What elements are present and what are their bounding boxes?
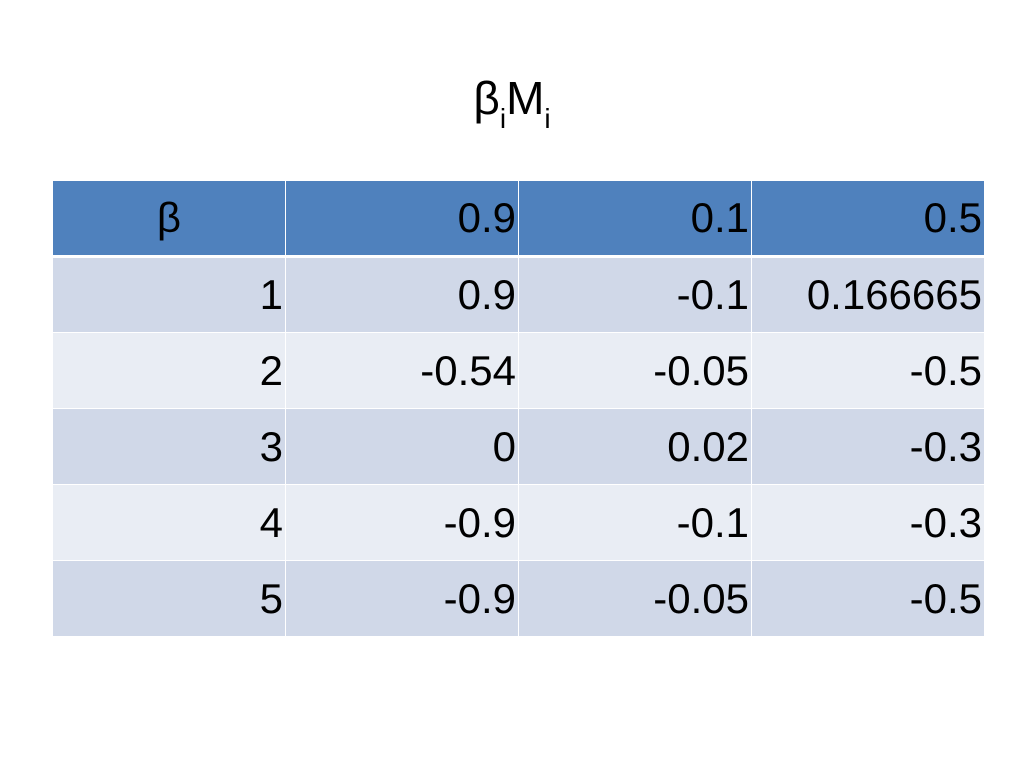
table-cell: -0.05 (518, 332, 752, 409)
table-cell: -0.54 (285, 332, 519, 409)
table-cell: -0.1 (518, 484, 752, 561)
table-cell: 1 (52, 256, 286, 333)
title-beta: β (473, 72, 500, 124)
table-cell: 2 (52, 332, 286, 409)
table-cell: 5 (52, 560, 286, 637)
title-m: M (506, 72, 545, 124)
table-cell: -0.9 (285, 560, 519, 637)
table-row: 1 0.9 -0.1 0.166665 (52, 256, 985, 333)
table-cell: 0 (285, 408, 519, 485)
table-cell: 0.166665 (751, 256, 985, 333)
table-cell: 0.02 (518, 408, 752, 485)
table-row: 2 -0.54 -0.05 -0.5 (52, 332, 985, 409)
header-cell: 0.1 (518, 180, 752, 258)
table-row: 3 0 0.02 -0.3 (52, 408, 985, 485)
header-cell: 0.5 (751, 180, 985, 258)
table-cell: 0.9 (285, 256, 519, 333)
title-m-subscript: i (544, 103, 551, 134)
slide-title: βiMi (0, 68, 1024, 135)
header-cell: 0.9 (285, 180, 519, 258)
title-beta-subscript: i (499, 103, 507, 134)
table-cell: 3 (52, 408, 286, 485)
data-table: β 0.9 0.1 0.5 1 0.9 -0.1 0.166665 2 -0.5… (52, 180, 985, 637)
table-cell: -0.9 (285, 484, 519, 561)
table-row: 4 -0.9 -0.1 -0.3 (52, 484, 985, 561)
table-cell: -0.5 (751, 560, 985, 637)
header-cell: β (52, 180, 286, 258)
table-cell: -0.3 (751, 408, 985, 485)
data-table-container: β 0.9 0.1 0.5 1 0.9 -0.1 0.166665 2 -0.5… (52, 180, 985, 637)
table-cell: -0.05 (518, 560, 752, 637)
table-header-row: β 0.9 0.1 0.5 (52, 180, 985, 258)
table-cell: 4 (52, 484, 286, 561)
table-cell: -0.3 (751, 484, 985, 561)
table-cell: -0.1 (518, 256, 752, 333)
table-cell: -0.5 (751, 332, 985, 409)
table-row: 5 -0.9 -0.05 -0.5 (52, 560, 985, 637)
